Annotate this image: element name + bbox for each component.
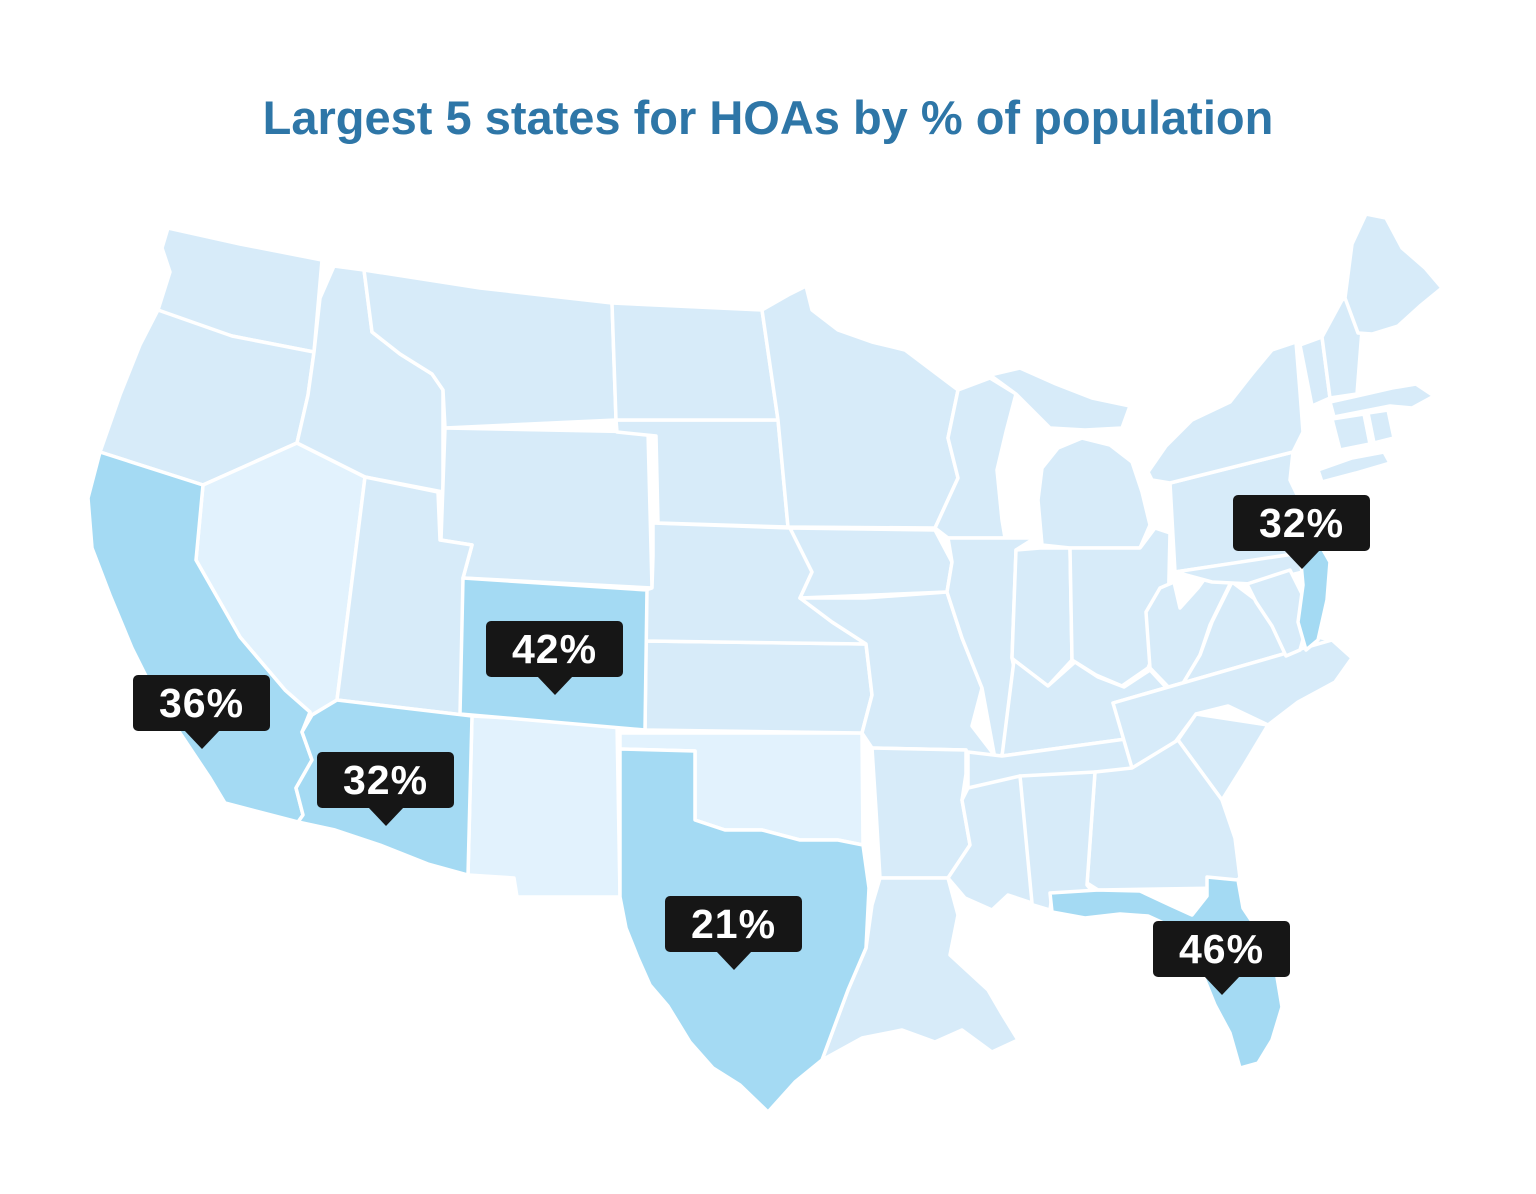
- state-mt: [362, 268, 618, 430]
- state-ri: [1366, 408, 1396, 445]
- callout-pointer-icon: [183, 730, 220, 749]
- callout-pointer-icon: [715, 951, 752, 970]
- callout-colorado-value: 42%: [511, 625, 598, 672]
- state-ar: [870, 746, 972, 880]
- callout-california-value: 36%: [158, 679, 245, 726]
- callout-pointer-icon: [536, 676, 573, 695]
- state-md: [1245, 568, 1309, 658]
- callout-california: 36%: [133, 675, 270, 749]
- callout-new-jersey: 32%: [1233, 495, 1370, 569]
- state-mi: [988, 366, 1132, 432]
- state-sc: [1176, 712, 1270, 802]
- callout-pointer-icon: [1283, 550, 1320, 569]
- callout-new-jersey-value: 32%: [1258, 499, 1345, 546]
- state-nm: [466, 714, 622, 899]
- state-mn: [760, 284, 960, 530]
- state-ia: [788, 526, 954, 600]
- state-mi: [1036, 436, 1152, 550]
- callout-florida: 46%: [1153, 921, 1290, 995]
- state-ny: [1146, 340, 1305, 485]
- state-ct: [1330, 412, 1372, 452]
- callout-pointer-icon: [1203, 976, 1240, 995]
- callout-colorado: 42%: [486, 621, 623, 695]
- state-ks: [643, 639, 874, 735]
- state-me: [1343, 212, 1444, 336]
- state-ny: [1316, 450, 1392, 484]
- state-ms: [946, 774, 1034, 912]
- state-wy: [439, 426, 654, 590]
- callout-arizona: 32%: [317, 752, 454, 826]
- callout-texas-value: 21%: [690, 900, 777, 947]
- page-title: Largest 5 states for HOAs by % of popula…: [262, 91, 1274, 144]
- callout-texas: 21%: [665, 896, 802, 970]
- callout-arizona-value: 32%: [342, 756, 429, 803]
- callout-florida-value: 46%: [1178, 925, 1265, 972]
- state-nd: [610, 301, 780, 422]
- callout-pointer-icon: [367, 807, 404, 826]
- state-ma: [1328, 382, 1436, 419]
